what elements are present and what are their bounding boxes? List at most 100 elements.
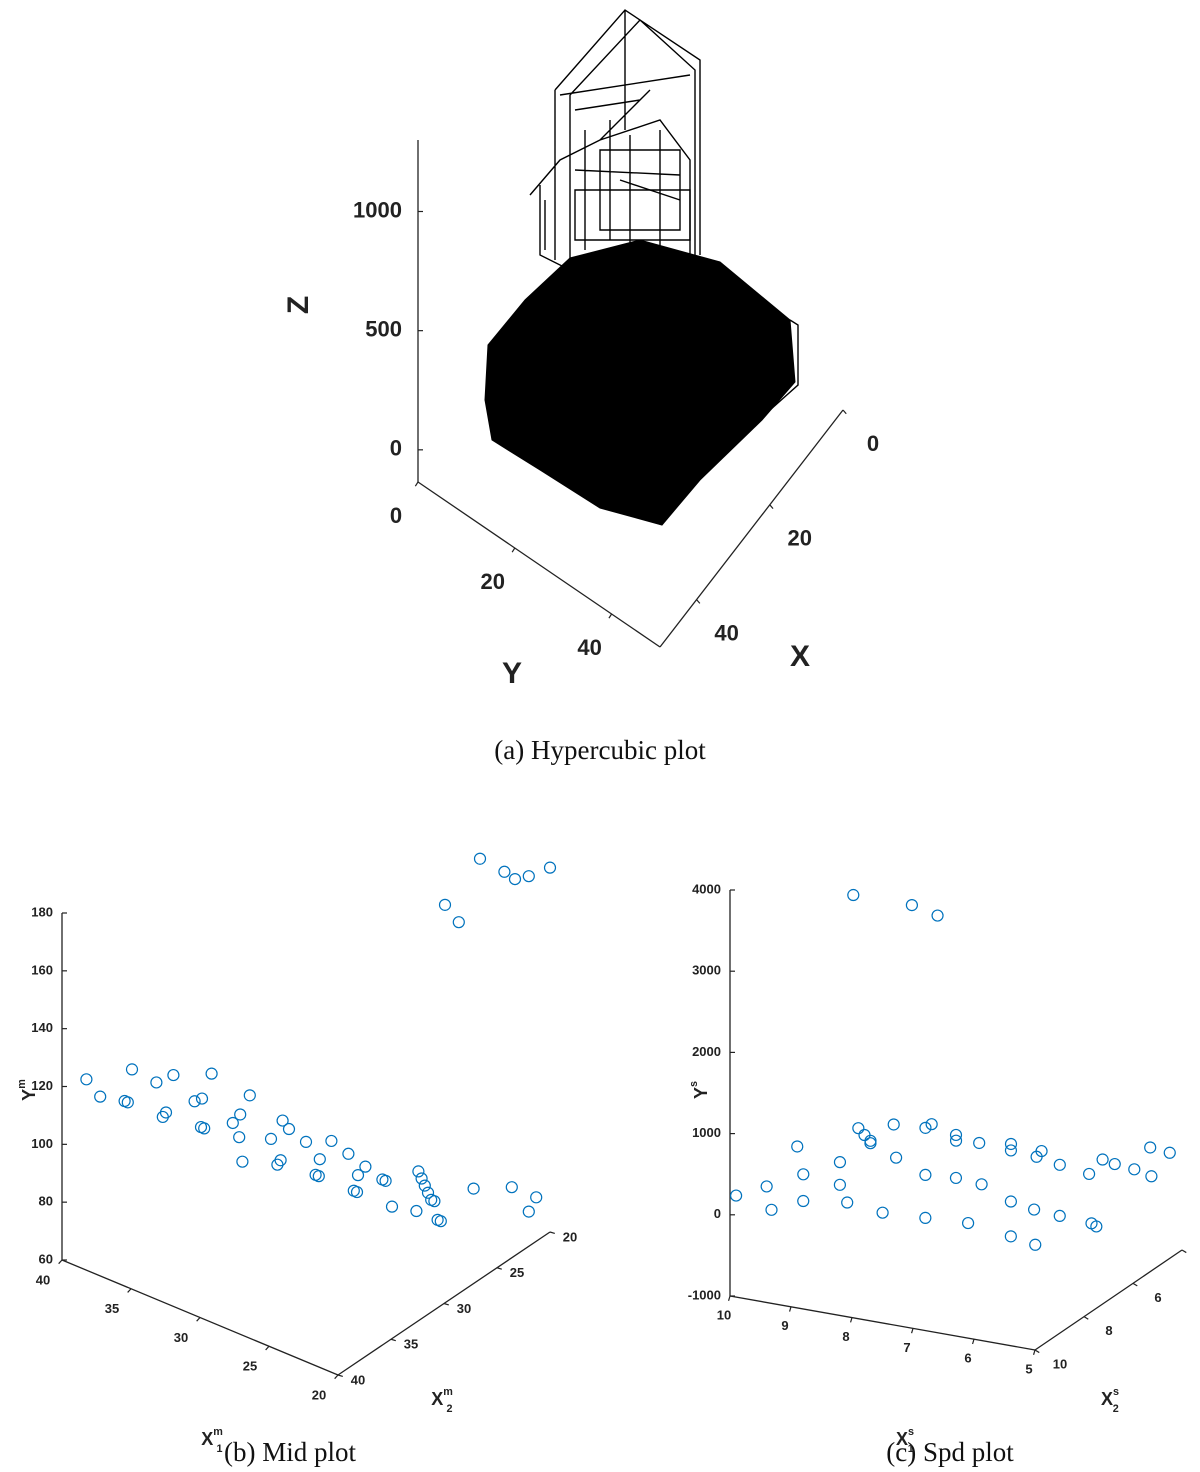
tick-label: 25 xyxy=(510,1265,524,1280)
point xyxy=(264,1132,278,1145)
point xyxy=(359,1160,372,1173)
tick-label: 40 xyxy=(577,635,601,660)
axis-line xyxy=(729,1295,1036,1351)
point xyxy=(498,865,511,878)
axis-label-base: Y xyxy=(19,1089,39,1101)
point xyxy=(467,1182,480,1195)
tick-mark xyxy=(265,1345,270,1351)
tick-label: 0 xyxy=(390,503,402,528)
tick-mark xyxy=(511,547,516,553)
point xyxy=(919,1121,932,1134)
axis-label: Xs 2 xyxy=(1101,1386,1119,1415)
point xyxy=(949,1134,963,1147)
point xyxy=(438,898,452,911)
point xyxy=(1029,1238,1042,1251)
point xyxy=(415,1172,428,1185)
tick-mark xyxy=(337,1374,343,1378)
tick-mark xyxy=(727,1295,731,1301)
axis-label-sup: s xyxy=(688,1081,700,1087)
axis-label-base: X xyxy=(896,1429,908,1449)
point xyxy=(919,1211,932,1224)
axis-line xyxy=(417,481,661,648)
hypercube-wireframe xyxy=(529,9,799,411)
point xyxy=(961,1216,975,1230)
point xyxy=(522,1205,535,1218)
tick-label: 8 xyxy=(842,1329,849,1344)
point xyxy=(1090,1220,1103,1233)
tick-mark xyxy=(769,504,774,509)
point xyxy=(195,1092,209,1105)
tick-label: 35 xyxy=(105,1301,119,1316)
axis-label-sub: 1 xyxy=(217,1443,223,1455)
point xyxy=(274,1154,287,1167)
tick-mark xyxy=(414,481,419,487)
axis-label-base: X xyxy=(1101,1389,1113,1409)
point xyxy=(1145,1170,1158,1183)
tick-mark xyxy=(443,1302,449,1306)
tick-label: 180 xyxy=(31,904,53,919)
tick-label: 9 xyxy=(781,1318,788,1333)
axis-label-sub: 2 xyxy=(447,1403,453,1415)
tick-label: 10 xyxy=(1053,1356,1067,1371)
point xyxy=(94,1090,107,1103)
tick-label: 100 xyxy=(31,1136,53,1151)
point xyxy=(925,1118,938,1131)
tick-label: 2000 xyxy=(692,1044,721,1059)
tick-mark xyxy=(608,613,613,619)
tick-label: 1000 xyxy=(353,197,402,222)
tick-label: 40 xyxy=(714,620,738,645)
point xyxy=(729,1189,743,1202)
tick-mark xyxy=(971,1339,975,1345)
tick-label: 20 xyxy=(481,569,505,594)
tick-label: 35 xyxy=(404,1337,418,1352)
point xyxy=(276,1114,289,1127)
point xyxy=(919,1168,932,1182)
tick-mark xyxy=(788,1306,792,1312)
point xyxy=(150,1076,163,1089)
point xyxy=(410,1204,423,1218)
point xyxy=(876,1206,889,1219)
tick-label: 25 xyxy=(243,1359,257,1374)
point xyxy=(1053,1209,1066,1223)
point xyxy=(543,861,557,874)
axis-label: Xs 1 xyxy=(896,1426,914,1455)
point xyxy=(797,1194,810,1208)
point xyxy=(975,1178,988,1191)
caption: (b) Mid plot xyxy=(224,1437,356,1467)
tick-mark xyxy=(1132,1282,1138,1287)
axis-label-base: X xyxy=(201,1429,213,1449)
tick-label: 4000 xyxy=(692,881,721,896)
tick-label: 0 xyxy=(390,436,402,461)
point xyxy=(797,1168,810,1181)
point xyxy=(205,1067,218,1080)
tick-label: 6 xyxy=(1154,1290,1161,1305)
point xyxy=(351,1169,365,1182)
point xyxy=(864,1134,877,1147)
point xyxy=(887,1118,900,1131)
axis-label-sup: m xyxy=(443,1386,453,1398)
tick-label: 20 xyxy=(788,526,812,551)
tick-label: 40 xyxy=(36,1272,50,1287)
hypercube-mass xyxy=(484,239,796,526)
tick-label: 10 xyxy=(717,1307,731,1322)
tick-mark xyxy=(496,1267,502,1270)
point xyxy=(1053,1158,1066,1171)
tick-mark xyxy=(842,409,847,415)
panel: 60 80 100 120 140 160 180 20 25 30 35 40 20 25 30 35 40 Y… xyxy=(16,852,577,1455)
panel: 0 500 1000 0 20 40 0 20 40 Z Y X xyxy=(282,140,879,690)
point xyxy=(852,1122,865,1135)
tick-label: 5 xyxy=(1025,1361,1032,1376)
tick-mark xyxy=(196,1317,201,1322)
point xyxy=(1004,1137,1018,1151)
tick-label: 20 xyxy=(312,1387,326,1402)
axis-label: Xm 1 xyxy=(201,1426,223,1455)
tick-label: 40 xyxy=(351,1372,365,1387)
tick-mark xyxy=(849,1317,853,1323)
point xyxy=(342,1147,355,1160)
point xyxy=(1128,1163,1141,1176)
point xyxy=(80,1073,93,1086)
point xyxy=(226,1116,239,1130)
point xyxy=(847,888,860,902)
axis-line xyxy=(1034,1249,1183,1351)
